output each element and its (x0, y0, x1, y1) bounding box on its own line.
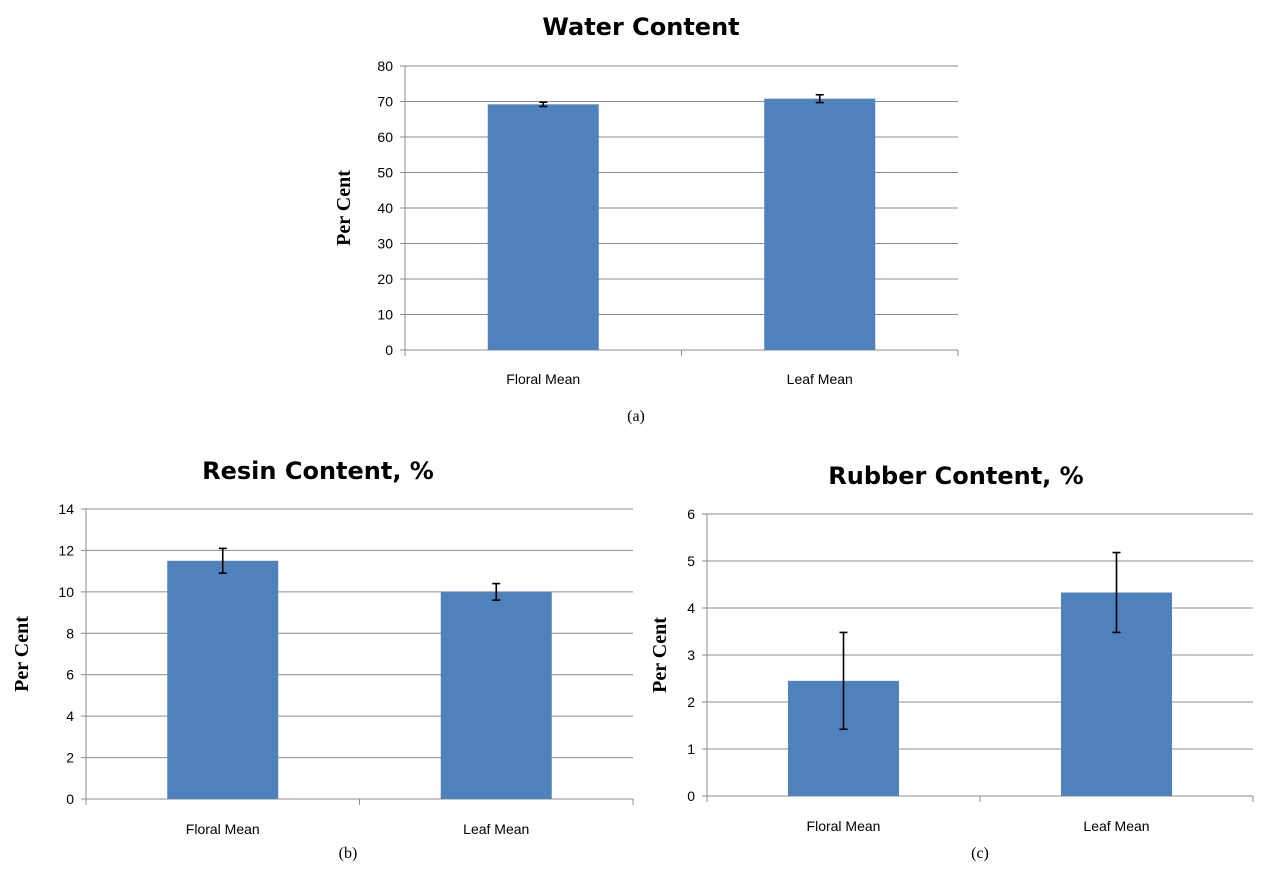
y-tick-label: 6 (687, 506, 695, 522)
y-tick-label: 20 (377, 271, 393, 287)
chart-resin-content: 0 2 4 6 8 10 12 14 Floral Mean Leaf Mean Resin Con… (11, 457, 634, 862)
y-axis-label: Per Cent (333, 170, 355, 246)
bar (764, 98, 876, 350)
y-tick-label: 2 (66, 750, 74, 766)
x-category-label: Leaf Mean (1083, 818, 1149, 834)
y-tick-label: 60 (377, 129, 393, 145)
y-tick-label: 2 (687, 694, 695, 710)
bar (167, 560, 279, 799)
y-tick-label: 12 (58, 542, 74, 558)
chart-title: Resin Content, % (202, 457, 434, 485)
chart-title: Water Content (542, 13, 739, 41)
y-tick-label: 4 (687, 600, 695, 616)
chart-title: Rubber Content, % (828, 462, 1083, 490)
y-tick-label: 40 (377, 200, 393, 216)
y-tick-label: 6 (66, 667, 74, 683)
bar (440, 591, 552, 799)
y-axis-label: Per Cent (11, 616, 33, 692)
y-tick-label: 50 (377, 165, 393, 181)
x-category-label: Floral Mean (506, 371, 580, 387)
y-tick-label: 10 (377, 307, 393, 323)
x-category-label: Leaf Mean (463, 821, 529, 837)
bar (487, 104, 599, 350)
y-tick-label: 0 (687, 788, 695, 804)
y-tick-label: 3 (687, 647, 695, 663)
y-tick-label: 5 (687, 553, 695, 569)
y-tick-label: 8 (66, 625, 74, 641)
panel-caption: (b) (339, 845, 358, 862)
y-tick-label: 4 (66, 708, 74, 724)
y-tick-label: 0 (385, 342, 393, 358)
y-tick-label: 30 (377, 236, 393, 252)
panel-caption: (c) (971, 845, 989, 862)
y-tick-label: 70 (377, 94, 393, 110)
y-axis-label: Per Cent (649, 617, 671, 693)
chart-water-content: 0 10 20 30 40 50 60 70 80 Floral Mean Leaf Mean Wat… (333, 13, 959, 425)
x-category-label: Floral Mean (807, 818, 881, 834)
x-category-label: Floral Mean (186, 821, 260, 837)
y-tick-label: 0 (66, 791, 74, 807)
chart-rubber-content: 0 1 2 3 4 5 6 Floral Mean Leaf Mean Rubber Conten… (649, 462, 1254, 862)
panel-caption: (a) (627, 408, 645, 425)
y-tick-label: 80 (377, 58, 393, 74)
x-category-label: Leaf Mean (787, 371, 853, 387)
y-tick-label: 14 (58, 501, 74, 517)
y-tick-label: 1 (687, 741, 695, 757)
y-tick-label: 10 (58, 584, 74, 600)
